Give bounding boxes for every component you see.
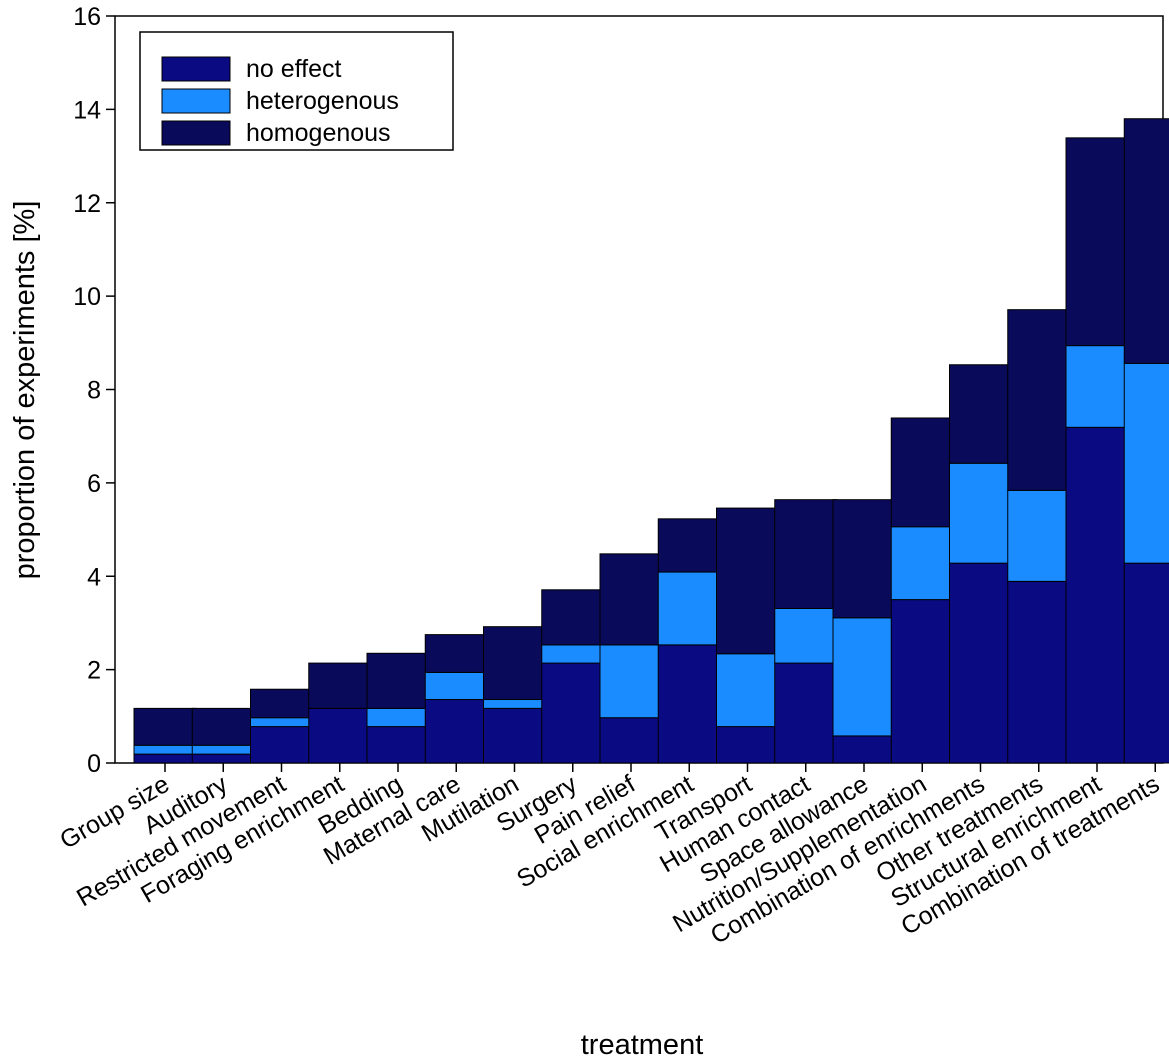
bar-segment-homogenous xyxy=(424,634,488,673)
bar-segment-homogenous xyxy=(599,553,663,646)
y-tick-label: 2 xyxy=(87,657,101,685)
legend-label: no effect xyxy=(246,55,342,83)
y-tick-label: 8 xyxy=(87,377,101,405)
legend-swatch-no-effect xyxy=(161,56,231,82)
y-tick-label: 12 xyxy=(73,190,101,218)
bar-segment-homogenous xyxy=(366,652,430,709)
bar-segment-no-effect xyxy=(366,726,430,764)
bar-segment-no-effect xyxy=(483,707,546,764)
legend-label: heterogenous xyxy=(246,87,399,115)
bar-segment-no-effect xyxy=(890,599,954,764)
bar-segment-heterogenous xyxy=(541,644,605,664)
bar-segment-homogenous xyxy=(541,589,605,646)
bar-segment-heterogenous xyxy=(599,644,663,719)
y-tick-label: 10 xyxy=(73,283,101,311)
bar-segment-heterogenous xyxy=(250,717,313,728)
bar-segment-homogenous xyxy=(1123,118,1169,364)
bar-segment-heterogenous xyxy=(483,699,546,709)
bar-segment-no-effect xyxy=(250,726,313,764)
bar-segment-no-effect xyxy=(774,662,838,764)
bar-segment-heterogenous xyxy=(657,571,721,646)
bar-segment-homogenous xyxy=(483,626,546,701)
y-tick-label: 14 xyxy=(73,96,101,124)
legend-swatch-homogenous xyxy=(161,120,231,146)
bar-segment-no-effect xyxy=(1123,562,1169,764)
bar-segment-homogenous xyxy=(657,518,721,573)
bar-segment-homogenous xyxy=(1007,309,1071,491)
bar-segment-no-effect xyxy=(541,662,605,764)
x-axis-label: treatment xyxy=(581,1029,704,1061)
bar-segment-heterogenous xyxy=(133,744,197,755)
bar-segment-no-effect xyxy=(1007,580,1071,764)
bar-segment-no-effect xyxy=(1065,426,1129,764)
bar-segment-homogenous xyxy=(308,662,372,709)
bar-segment-no-effect xyxy=(832,735,896,764)
bar-segment-homogenous xyxy=(191,707,255,746)
bar-segment-heterogenous xyxy=(1065,345,1129,428)
legend-label: homogenous xyxy=(246,119,391,147)
bar-segment-heterogenous xyxy=(890,526,954,601)
bar-segment-no-effect xyxy=(949,562,1012,764)
bar-segment-no-effect xyxy=(424,699,488,764)
y-tick-label: 0 xyxy=(87,750,101,778)
bar-segment-homogenous xyxy=(250,688,313,719)
bar-segment-homogenous xyxy=(716,507,779,655)
bar-segment-heterogenous xyxy=(832,617,896,737)
y-axis-label: proportion of experiments [%] xyxy=(9,201,41,580)
y-tick-label: 16 xyxy=(73,3,101,31)
bar-segment-no-effect xyxy=(716,726,779,764)
legend-swatch-heterogenous xyxy=(161,88,231,114)
y-tick-label: 6 xyxy=(87,470,101,498)
bar-segment-homogenous xyxy=(774,499,838,609)
bar-segment-heterogenous xyxy=(949,462,1012,564)
bar-segment-heterogenous xyxy=(366,707,430,728)
bar-segment-no-effect xyxy=(191,753,255,764)
bar-segment-homogenous xyxy=(949,364,1012,464)
bar-segment-heterogenous xyxy=(424,671,488,701)
bar-segment-heterogenous xyxy=(1123,362,1169,564)
bar-segment-heterogenous xyxy=(191,744,255,755)
bar-segment-no-effect xyxy=(599,717,663,764)
bar-segment-heterogenous xyxy=(1007,489,1071,582)
bar-segment-homogenous xyxy=(1065,137,1129,347)
bar-segment-homogenous xyxy=(133,707,197,746)
bar-segment-no-effect xyxy=(308,707,372,764)
bar-segment-homogenous xyxy=(890,417,954,528)
bar-segment-heterogenous xyxy=(774,607,838,664)
bar-segment-no-effect xyxy=(133,753,197,764)
bar-segment-no-effect xyxy=(657,644,721,764)
y-tick-label: 4 xyxy=(87,563,101,591)
bar-segment-heterogenous xyxy=(716,653,779,728)
bar-segment-homogenous xyxy=(832,499,896,619)
